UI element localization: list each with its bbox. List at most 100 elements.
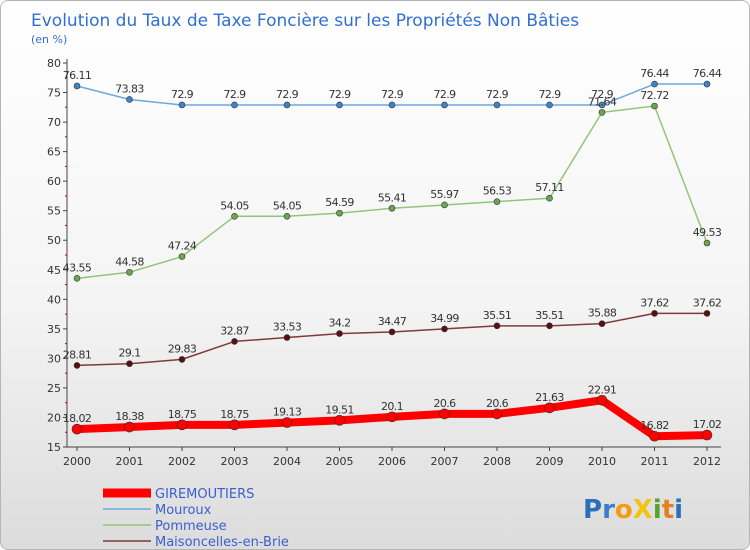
logo-text: ProXiti	[583, 495, 683, 525]
data-point	[441, 325, 448, 333]
data-point	[651, 310, 658, 317]
data-point	[546, 101, 553, 109]
data-label: 20.6	[486, 397, 509, 410]
data-point	[283, 213, 291, 220]
data-point	[491, 408, 503, 420]
data-label: 29.1	[118, 347, 140, 360]
data-point	[178, 101, 186, 109]
data-label: 72.9	[486, 88, 509, 101]
data-point	[649, 430, 660, 442]
data-label: 21.63	[535, 391, 564, 404]
y-tick-label: 35	[47, 323, 61, 336]
data-label: 35.88	[588, 307, 617, 320]
data-point	[703, 80, 711, 88]
data-label: 19.13	[273, 406, 302, 419]
x-tick-label: 2008	[483, 455, 511, 468]
data-label: 76.44	[693, 67, 722, 80]
data-point	[493, 101, 501, 109]
data-point	[441, 101, 448, 109]
data-point	[596, 394, 608, 406]
y-tick-label: 25	[47, 382, 61, 395]
data-point	[229, 419, 240, 431]
data-point	[703, 239, 711, 247]
data-point	[388, 101, 396, 109]
data-label: 18.75	[220, 408, 249, 421]
data-point	[178, 253, 186, 260]
data-point	[126, 96, 133, 103]
y-tick-label: 20	[47, 411, 61, 424]
chart-title: Evolution du Taux de Taxe Foncière sur l…	[31, 11, 579, 31]
data-label: 55.41	[378, 191, 407, 204]
data-label: 35.51	[535, 309, 564, 322]
data-point	[651, 80, 658, 88]
data-point	[283, 334, 291, 341]
x-tick-label: 2006	[378, 455, 406, 468]
data-label: 18.75	[168, 408, 197, 421]
data-point	[126, 268, 133, 276]
data-point	[336, 209, 343, 217]
data-point	[546, 194, 553, 202]
legend-label: GIREMOUTIERS	[155, 487, 254, 502]
data-label: 43.55	[63, 261, 92, 274]
axes: 15 20 25 30 35 40 45 50 55 60 65 70 75 80 2000 2001 2002…	[47, 57, 721, 468]
data-point	[231, 101, 238, 109]
data-label: 17.02	[693, 418, 722, 431]
data-label: 72.9	[433, 88, 456, 101]
y-tick-label: 45	[47, 264, 61, 277]
data-label: 29.83	[168, 342, 197, 355]
data-label: 33.53	[273, 321, 302, 334]
data-label: 72.9	[328, 88, 351, 101]
data-label: 72.9	[223, 88, 246, 101]
data-label: 72.9	[171, 88, 194, 101]
logo-letter: i	[674, 495, 683, 525]
data-label: 19.51	[325, 403, 354, 416]
x-tick-label: 2012	[693, 455, 721, 468]
data-point	[546, 322, 553, 330]
data-label: 72.9	[591, 88, 614, 101]
data-point	[73, 362, 81, 369]
data-label: 55.97	[430, 188, 459, 201]
data-point	[176, 419, 188, 431]
logo-letter: r	[602, 495, 615, 525]
data-point	[336, 101, 343, 109]
x-tick-label: 2000	[63, 455, 91, 468]
data-label: 54.05	[273, 199, 302, 212]
data-label: 37.62	[640, 296, 669, 309]
data-point	[281, 417, 293, 428]
data-label: 34.2	[328, 317, 350, 330]
data-label: 57.11	[535, 181, 564, 194]
data-point	[701, 429, 713, 441]
data-point	[544, 402, 555, 414]
data-label: 20.6	[433, 397, 456, 410]
data-label: 34.47	[378, 315, 407, 328]
y-tick-label: 65	[47, 146, 61, 159]
data-point	[73, 82, 81, 90]
data-label: 49.53	[693, 226, 722, 239]
x-tick-label: 2001	[116, 455, 144, 468]
x-tick-label: 2004	[273, 455, 301, 468]
data-label: 47.24	[168, 240, 197, 253]
y-tick-label: 80	[47, 57, 61, 70]
data-point	[388, 204, 396, 212]
data-point	[493, 198, 501, 205]
data-point	[178, 356, 186, 363]
data-label: 54.05	[220, 199, 249, 212]
data-point	[441, 201, 448, 209]
data-label: 37.62	[693, 296, 722, 309]
data-label: 76.11	[63, 69, 92, 82]
data-label: 16.82	[640, 419, 669, 432]
y-tick-label: 70	[47, 116, 61, 129]
legend-label: Maisoncelles-en-Brie	[155, 535, 289, 550]
data-point	[386, 411, 398, 423]
data-label: 72.9	[381, 88, 404, 101]
y-tick-label: 40	[47, 293, 61, 306]
data-label: 56.53	[483, 185, 512, 198]
data-label: 76.44	[640, 67, 669, 80]
data-label: 72.9	[538, 88, 561, 101]
legend-label: Mouroux	[155, 503, 212, 518]
proxiti-logo: ProXiti	[583, 495, 683, 525]
data-point	[598, 101, 606, 109]
data-label: 35.51	[483, 309, 512, 322]
